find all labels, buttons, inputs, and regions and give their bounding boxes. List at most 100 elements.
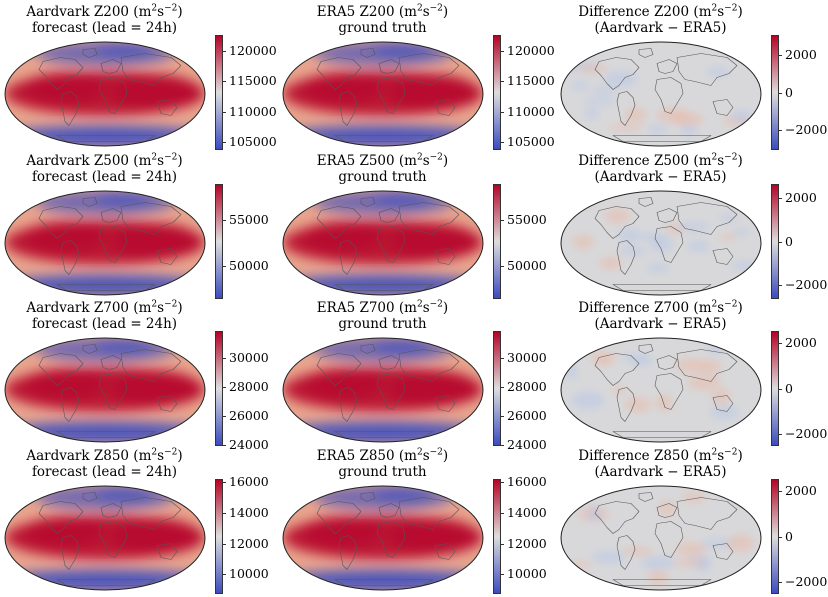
panel-title-line1: ERA5 Z850 (m2s−2): [316, 447, 449, 464]
units-seconds: s: [157, 4, 165, 20]
coastline: [376, 226, 406, 263]
colorbar: [215, 479, 223, 594]
field-anomaly: [648, 570, 669, 585]
coastline: [654, 77, 684, 114]
coastline: [638, 344, 654, 354]
coastline: [638, 197, 654, 207]
units-base: m: [698, 448, 712, 464]
colorbar: [215, 331, 223, 446]
colorbar-tick-label: −2000: [785, 425, 828, 441]
field-anomaly: [584, 97, 616, 105]
coastline: [82, 48, 98, 58]
coastline: [656, 503, 678, 518]
colorbar-tick-label: 28000: [229, 379, 269, 395]
field-anomaly: [25, 71, 105, 104]
panel-title-line1: ERA5 Z700 (m2s−2): [316, 299, 449, 316]
field-anomaly: [701, 538, 735, 548]
units-seconds: s: [717, 4, 725, 20]
units-base: m: [138, 153, 152, 169]
field-anomaly: [303, 367, 383, 400]
field-anomaly: [638, 233, 668, 241]
coastline: [60, 535, 80, 570]
coastline: [38, 501, 84, 534]
units-exponent: −2: [724, 299, 738, 310]
coastline: [82, 344, 98, 354]
colorbar-tick-label: −2000: [785, 277, 828, 292]
units-seconds: s: [157, 300, 165, 316]
coastline: [316, 206, 362, 239]
panel-era5-z200: ERA5 Z200 (m2s−2) ground truth 120000 11500…: [280, 2, 556, 151]
colorbar-tick-label: 16000: [507, 473, 547, 489]
units-close: ): [442, 448, 449, 464]
field-anomaly: [25, 367, 105, 400]
coastline: [156, 248, 178, 265]
coastline: [82, 492, 98, 502]
coastline: [638, 48, 654, 58]
field-anomaly: [591, 551, 626, 564]
units-exponent: −2: [724, 152, 738, 163]
map-frame: [282, 190, 484, 296]
map-frame: [4, 41, 206, 147]
coastline: [656, 208, 678, 223]
map-frame: [4, 190, 206, 296]
coastline: [120, 349, 182, 382]
field-anomaly: [587, 510, 603, 521]
units-base: m: [138, 300, 152, 316]
field-anomaly: [110, 222, 200, 259]
coastline: [338, 91, 358, 126]
panel-title-line2: (Aardvark − ERA5): [558, 316, 763, 332]
units-exponent: 2: [151, 3, 158, 14]
field-anomaly: [671, 559, 707, 567]
field-anomaly: [603, 71, 638, 88]
coastline: [100, 503, 122, 518]
colorbar-tick-label: 110000: [229, 103, 277, 119]
panel-subtitle: ground truth: [338, 20, 427, 36]
coastline: [156, 543, 178, 560]
panel-title-line2: ground truth: [280, 169, 485, 185]
coastline: [676, 53, 738, 86]
panel-title-line2: ground truth: [280, 20, 485, 36]
colorbar-tick-label: 30000: [507, 350, 547, 366]
coastline: [434, 543, 456, 560]
coastline: [376, 77, 406, 114]
map-frame: [560, 41, 762, 147]
field-anomaly: [572, 234, 594, 250]
colorbar: [215, 35, 223, 150]
units-close: ): [442, 4, 449, 20]
coastline: [156, 99, 178, 116]
colorbar-tick-label: 105000: [229, 133, 277, 149]
panel-title: Aardvark Z500 (m2s−2) forecast (lead = 24…: [2, 153, 207, 185]
colorbar-tick-label: 10000: [229, 566, 269, 582]
colorbar-tick-label: 50000: [229, 257, 269, 273]
colorbar-tick-label: 120000: [229, 43, 277, 59]
units-seconds: s: [717, 300, 725, 316]
colorbar-tick-label: −2000: [785, 122, 828, 138]
world-map: [282, 190, 484, 296]
colorbar-tick-label: 24000: [229, 437, 269, 452]
field-anomaly: [373, 191, 433, 207]
field-anomaly: [731, 109, 753, 124]
coastline: [38, 353, 84, 386]
coastline: [676, 349, 738, 382]
map-frame: [560, 485, 762, 591]
coastline: [712, 99, 734, 116]
panel-title: ERA5 Z850 (m2s−2) ground truth: [280, 448, 485, 480]
field-anomaly: [95, 42, 155, 58]
colorbar-tick-label: 120000: [507, 43, 555, 59]
field-anomaly: [388, 73, 478, 110]
coastline: [712, 543, 734, 560]
units-close: ): [177, 300, 183, 316]
panel-title-line1: Difference Z850 (m2s−2): [578, 447, 743, 464]
coastline: [98, 226, 128, 263]
panel-title-line2: forecast (lead = 24h): [2, 316, 207, 332]
coastline: [316, 501, 362, 534]
units-exponent: −2: [429, 152, 443, 163]
panel-subtitle: ground truth: [338, 316, 427, 332]
field-anomaly: [709, 405, 739, 420]
colorbar-tick-label: 50000: [507, 257, 547, 273]
panel-title-line2: (Aardvark − ERA5): [558, 169, 763, 185]
field-anomaly: [733, 228, 750, 237]
units-exponent: −2: [724, 447, 738, 458]
panel-title-line1: Aardvark Z700 (m2s−2): [26, 299, 183, 316]
coastline: [98, 521, 128, 558]
